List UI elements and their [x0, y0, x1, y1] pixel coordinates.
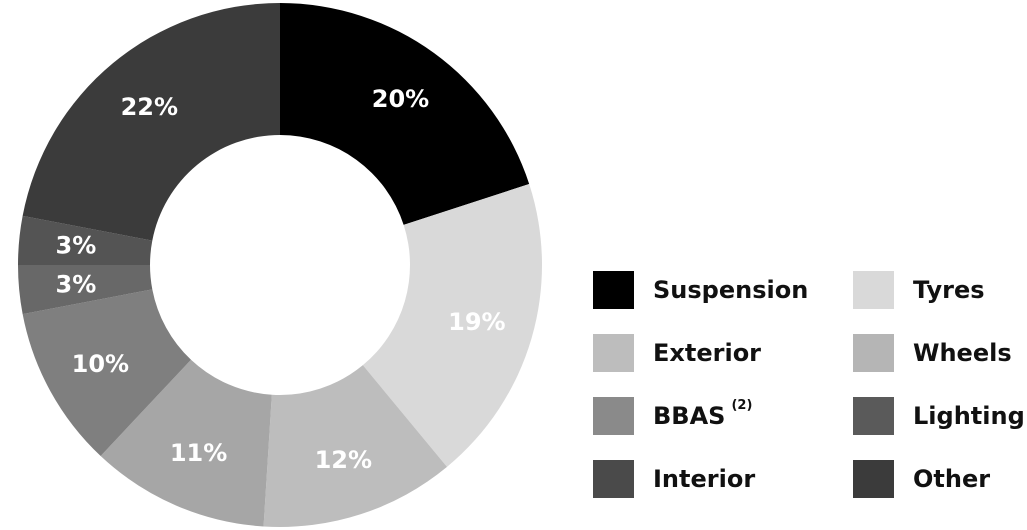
legend-item-lighting: Lighting [853, 396, 1027, 435]
slice-labels: 20% 19% 12% 11% 10% 3% 3% 22% [56, 85, 506, 474]
legend-swatch [853, 459, 894, 498]
legend-swatch [593, 459, 634, 498]
legend-swatch [593, 396, 634, 435]
legend-swatch [853, 333, 894, 372]
legend-item-tyres: Tyres [853, 270, 1027, 309]
slice-label-other: 22% [121, 93, 178, 121]
legend-label: Exterior [653, 338, 762, 367]
donut-slice-interior [18, 215, 153, 265]
donut-slice-other [22, 3, 280, 241]
legend-label: Other [913, 464, 991, 493]
legend-swatch [853, 396, 894, 435]
slice-label-tyres: 19% [448, 308, 505, 336]
legend-row: Suspension Tyres [593, 258, 1027, 321]
slice-label-suspension: 20% [372, 85, 429, 113]
legend-item-exterior: Exterior [593, 333, 853, 372]
chart-legend: Suspension Tyres Exterior Wheels BBAS (2… [593, 258, 1027, 510]
legend-row: Exterior Wheels [593, 321, 1027, 384]
donut-slice-exterior [100, 359, 272, 527]
legend-item-wheels: Wheels [853, 333, 1027, 372]
legend-label: Suspension [653, 275, 809, 304]
slice-label-interior: 3% [56, 232, 97, 260]
legend-row: Interior Other [593, 447, 1027, 510]
donut-slice-lighting [18, 265, 153, 315]
legend-label: Interior [653, 464, 756, 493]
legend-footnote-marker: (2) [731, 398, 753, 413]
donut-slice-tyres [362, 184, 543, 467]
legend-swatch [853, 270, 894, 309]
donut-slices [18, 3, 543, 527]
legend-label: Lighting [913, 401, 1025, 430]
donut-slice-suspension [280, 3, 530, 225]
legend-swatch [593, 270, 634, 309]
legend-label: Wheels [913, 338, 1012, 367]
legend-label: BBAS [653, 401, 726, 430]
donut-slice-wheels [263, 365, 448, 527]
legend-item-other: Other [853, 459, 1027, 498]
slice-label-bbas: 10% [72, 350, 129, 378]
slice-label-wheels: 12% [315, 446, 372, 474]
legend-item-interior: Interior [593, 459, 853, 498]
donut-chart: 20% 19% 12% 11% 10% 3% 3% 22% [18, 3, 543, 527]
donut-slice-bbas [22, 289, 192, 456]
legend-row: BBAS (2) Lighting [593, 384, 1027, 447]
slice-label-lighting: 3% [56, 270, 97, 298]
slice-label-exterior: 11% [170, 439, 227, 467]
legend-item-suspension: Suspension [593, 270, 853, 309]
legend-swatch [593, 333, 634, 372]
legend-label: Tyres [913, 275, 985, 304]
legend-item-bbas: BBAS (2) [593, 396, 853, 435]
